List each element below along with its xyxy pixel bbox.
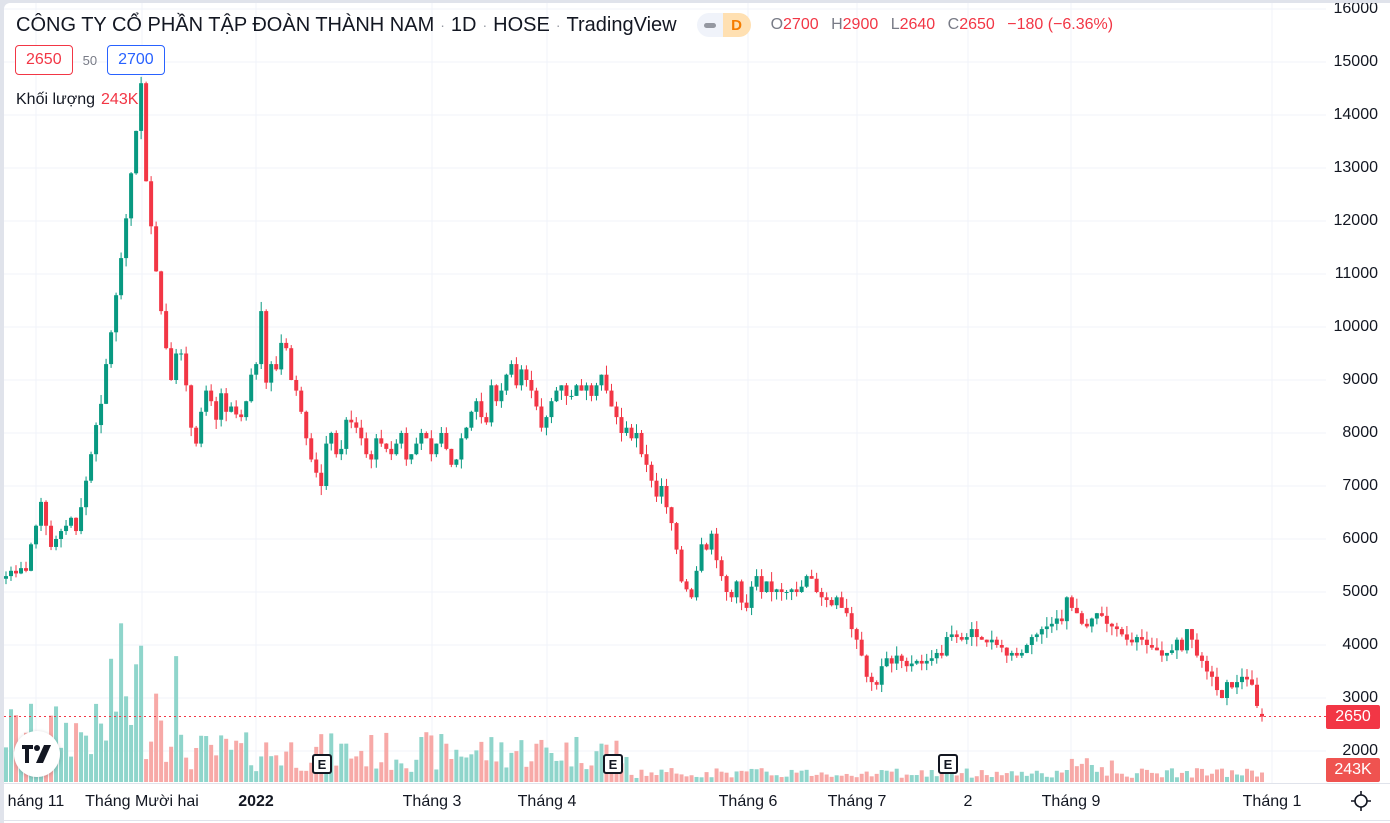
price-tick: 14000 — [1333, 106, 1379, 123]
last-price-label: 2650 — [1326, 704, 1380, 729]
spread-value: 50 — [82, 52, 98, 68]
time-tick: Tháng 7 — [827, 793, 887, 810]
volume-label[interactable]: Khối lượng — [16, 91, 96, 108]
price-tick: 15000 — [1333, 53, 1379, 70]
market-status-pill[interactable]: D — [696, 13, 751, 37]
earnings-event-marker[interactable]: E — [603, 754, 623, 774]
close-value: 2650 — [959, 16, 995, 33]
time-tick: Tháng 6 — [718, 793, 778, 810]
price-tick: 10000 — [1333, 318, 1379, 335]
price-tick: 4000 — [1342, 636, 1378, 653]
sell-price-button[interactable]: 2650 — [15, 45, 73, 75]
buy-price-button[interactable]: 2700 — [107, 45, 165, 75]
ohlc-values: O2700 H2900 L2640 C2650 −180 (−6.36%) — [771, 16, 1114, 34]
candlestick-chart[interactable] — [4, 3, 1326, 783]
price-tick: 13000 — [1333, 159, 1379, 176]
volume-legend: Khối lượng 243K — [16, 91, 138, 109]
open-label: O — [770, 16, 784, 33]
exchange-label: HOSE — [493, 13, 550, 36]
time-tick: Tháng 4 — [517, 793, 577, 810]
high-label: H — [831, 16, 843, 33]
price-tick: 9000 — [1342, 371, 1378, 388]
time-tick: 2 — [963, 793, 973, 810]
low-label: L — [890, 16, 900, 33]
separator-dot: · — [555, 17, 561, 33]
price-tick: 8000 — [1342, 424, 1378, 441]
price-tick: 6000 — [1342, 530, 1378, 547]
time-tick: Tháng 1 — [1242, 793, 1302, 810]
market-status-badge: D — [722, 13, 751, 37]
price-tick: 16000 — [1333, 3, 1379, 17]
price-tick: 3000 — [1342, 689, 1378, 706]
settings-sun-icon[interactable] — [1350, 790, 1372, 812]
symbol-legend: CÔNG TY CỔ PHẦN TẬP ĐOÀN THÀNH NAM · 1D … — [16, 13, 1113, 37]
change-value: −180 (−6.36%) — [1007, 16, 1114, 33]
interval-label[interactable]: 1D — [450, 13, 477, 36]
tradingview-logo-icon — [22, 745, 51, 763]
separator-dot: · — [440, 17, 445, 33]
time-tick: Tháng Mười hai — [85, 793, 199, 810]
earnings-event-marker[interactable]: E — [312, 754, 332, 774]
earnings-event-marker[interactable]: E — [938, 754, 958, 774]
close-label: C — [947, 16, 960, 33]
high-value: 2900 — [842, 16, 879, 33]
time-axis[interactable]: háng 11 Tháng Mười hai 2022 Tháng 3 Tháng 4 T… — [4, 783, 1390, 821]
price-plot-area[interactable] — [4, 3, 1326, 783]
time-tick: Tháng 9 — [1041, 793, 1101, 810]
price-tick: 7000 — [1342, 477, 1378, 494]
minus-icon — [696, 13, 723, 37]
price-tick: 2000 — [1342, 742, 1378, 759]
last-volume-label: 243K — [1326, 758, 1380, 782]
low-value: 2640 — [899, 16, 936, 33]
separator-dot: · — [482, 17, 488, 33]
price-axis[interactable]: 16000 15000 14000 13000 12000 11000 10000 9000 8… — [1326, 3, 1390, 783]
volume-value: 243K — [101, 91, 139, 108]
price-tick: 11000 — [1334, 265, 1378, 282]
time-tick: Tháng 3 — [402, 793, 462, 810]
company-name[interactable]: CÔNG TY CỔ PHẦN TẬP ĐOÀN THÀNH NAM — [16, 13, 435, 36]
open-value: 2700 — [783, 16, 819, 33]
price-tick: 5000 — [1342, 583, 1378, 600]
time-tick: háng 11 — [7, 793, 65, 810]
price-tick: 12000 — [1333, 212, 1379, 229]
tradingview-logo[interactable] — [14, 731, 60, 777]
time-tick: 2022 — [238, 793, 274, 810]
source-label: TradingView — [566, 13, 677, 36]
quote-row: 2650 50 2700 — [15, 45, 165, 75]
chart-frame: CÔNG TY CỔ PHẦN TẬP ĐOÀN THÀNH NAM · 1D … — [4, 3, 1390, 823]
